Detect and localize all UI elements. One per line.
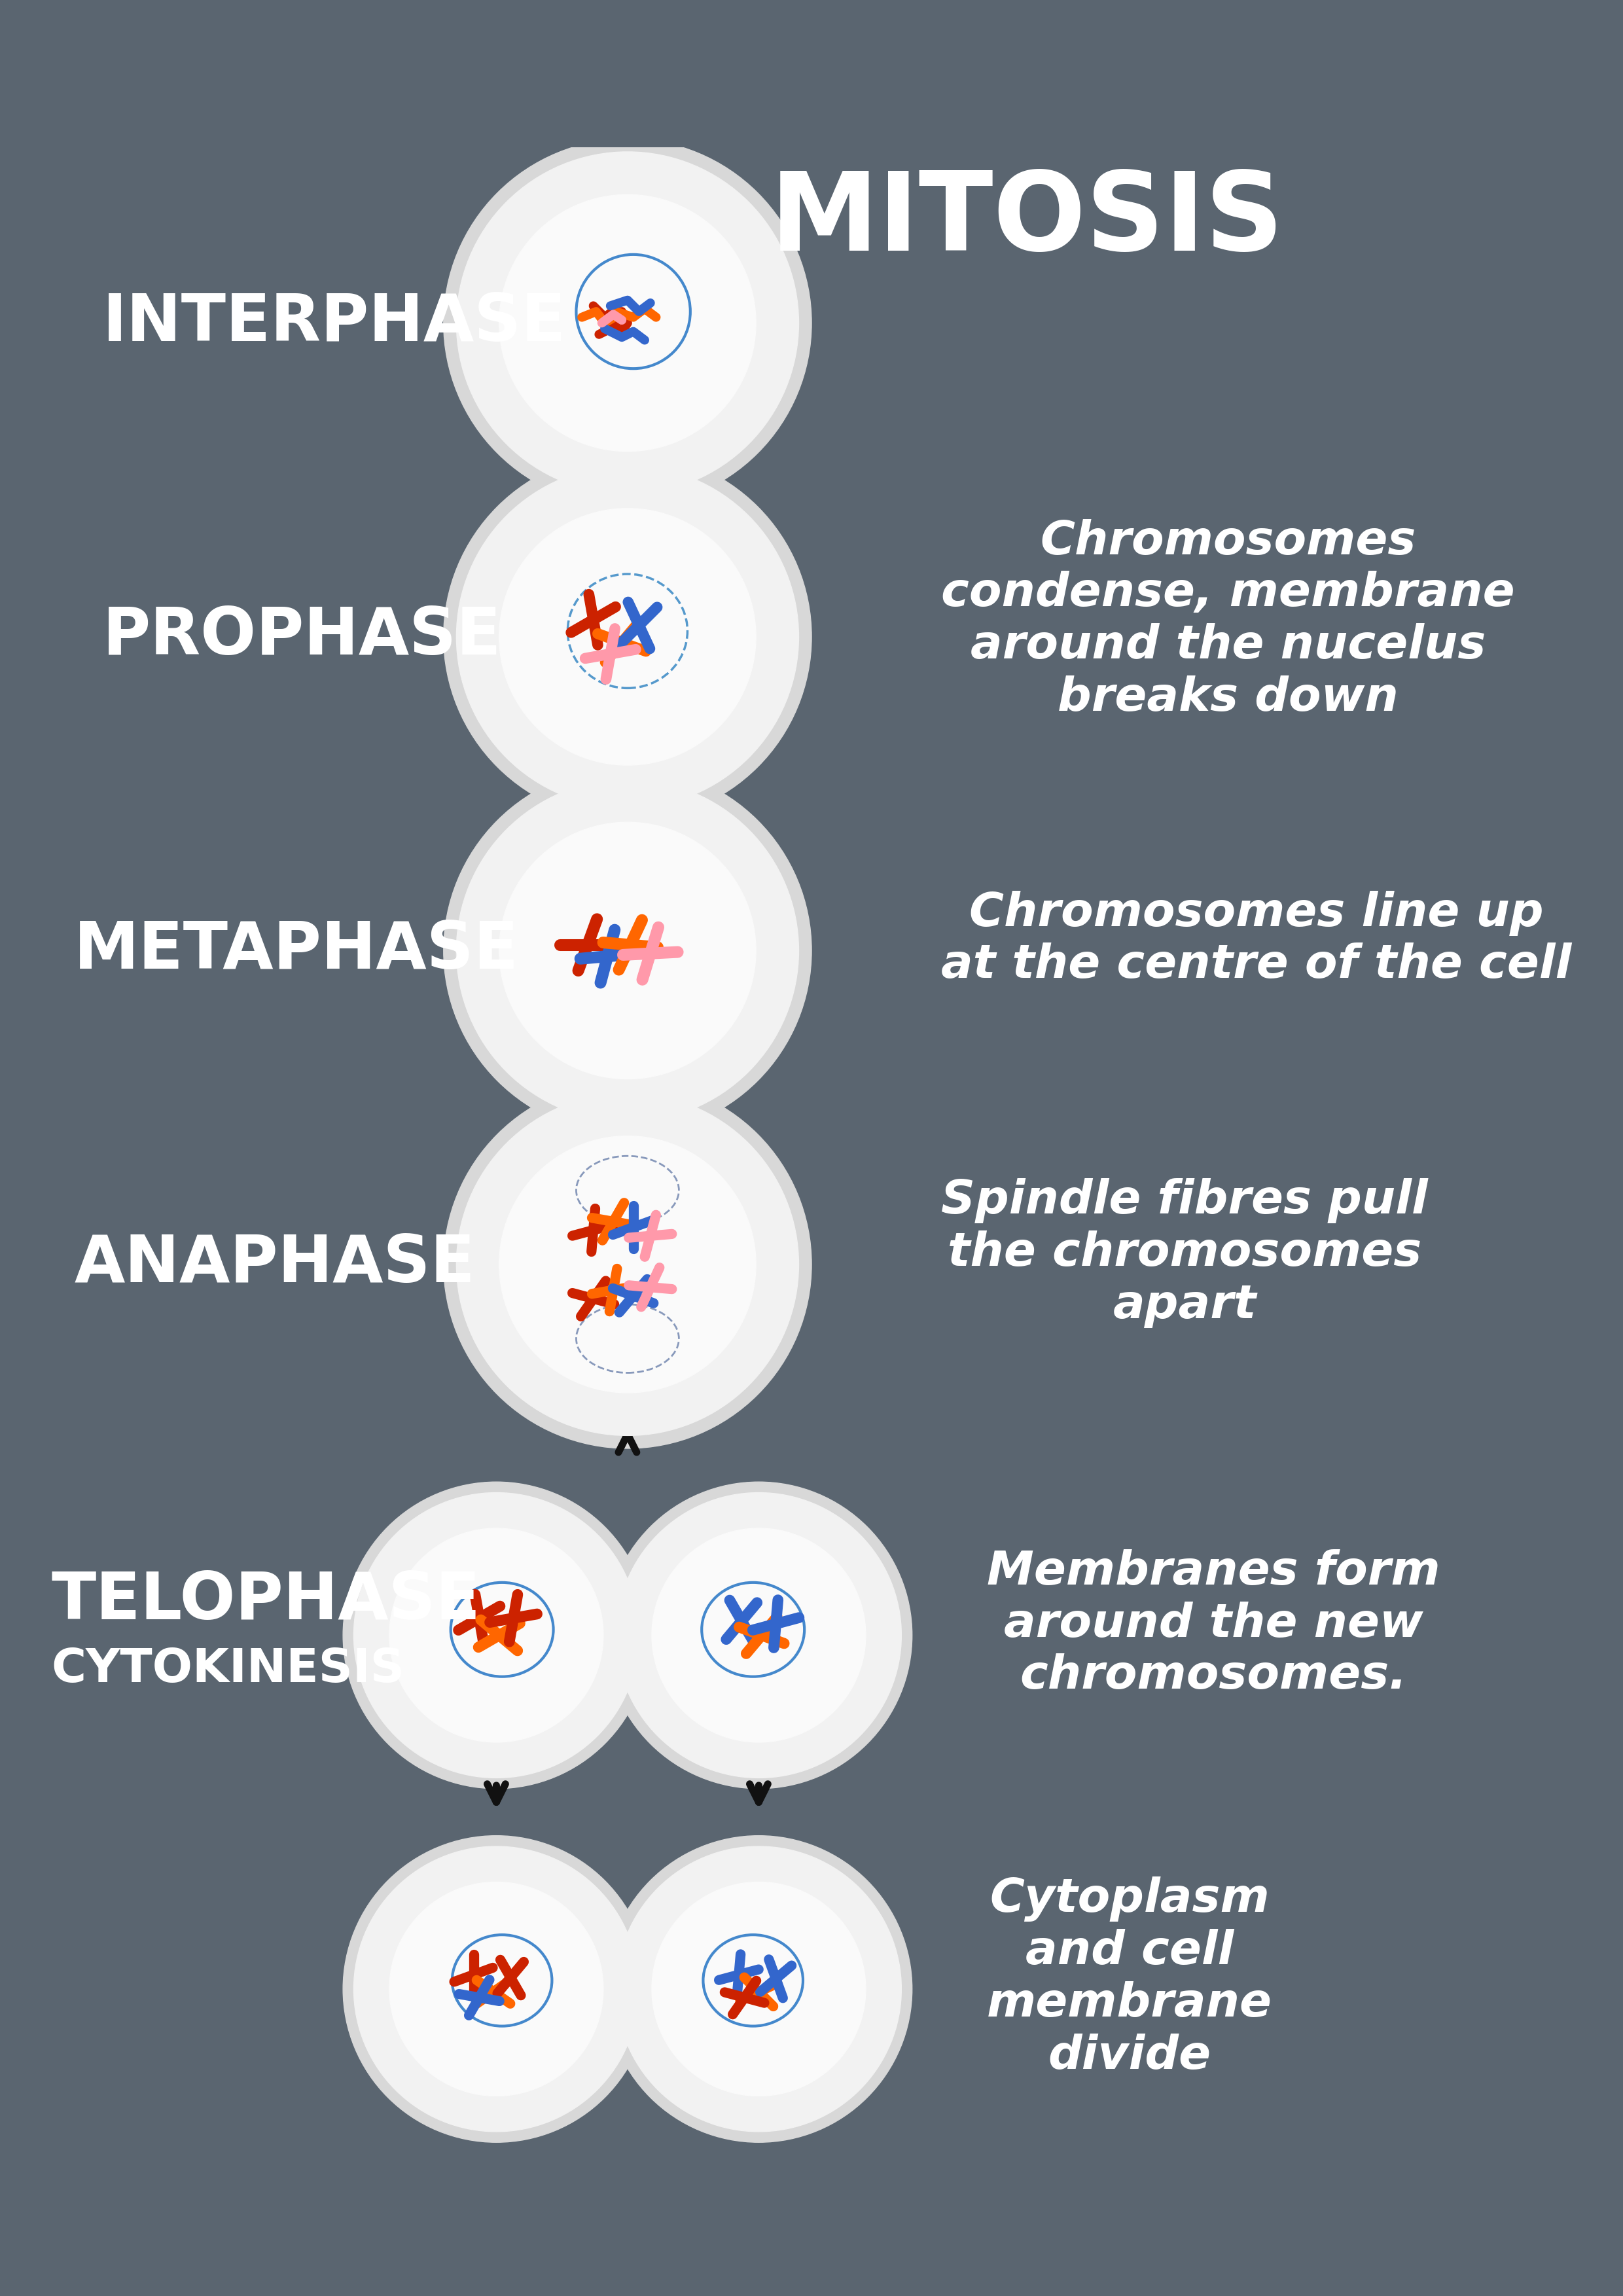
Ellipse shape bbox=[500, 507, 756, 765]
Text: METAPHASE: METAPHASE bbox=[75, 918, 519, 983]
Text: PROPHASE: PROPHASE bbox=[102, 606, 502, 668]
Ellipse shape bbox=[342, 1837, 649, 2142]
Text: CYTOKINESIS: CYTOKINESIS bbox=[52, 1646, 404, 1692]
Ellipse shape bbox=[456, 152, 799, 494]
Text: Cytoplasm
and cell
membrane
divide: Cytoplasm and cell membrane divide bbox=[987, 1876, 1272, 2078]
Text: Membranes form
around the new
chromosomes.: Membranes form around the new chromosome… bbox=[987, 1550, 1440, 1699]
Ellipse shape bbox=[456, 778, 799, 1123]
Ellipse shape bbox=[443, 140, 812, 507]
Ellipse shape bbox=[500, 822, 756, 1079]
Ellipse shape bbox=[456, 466, 799, 808]
Ellipse shape bbox=[617, 1846, 901, 2131]
Ellipse shape bbox=[652, 1883, 865, 2096]
Ellipse shape bbox=[390, 1883, 604, 2096]
Ellipse shape bbox=[443, 1081, 812, 1449]
Ellipse shape bbox=[354, 1846, 639, 2131]
Ellipse shape bbox=[605, 1481, 912, 1789]
Ellipse shape bbox=[500, 195, 756, 452]
Text: Chromosomes
condense, membrane
around the nucelus
breaks down: Chromosomes condense, membrane around th… bbox=[941, 519, 1514, 721]
Text: INTERPHASE: INTERPHASE bbox=[102, 292, 566, 354]
Ellipse shape bbox=[652, 1529, 865, 1743]
Text: ANAPHASE: ANAPHASE bbox=[75, 1233, 476, 1297]
Text: MITOSIS: MITOSIS bbox=[769, 168, 1284, 273]
Ellipse shape bbox=[390, 1529, 604, 1743]
Text: Spindle fibres pull
the chromosomes
apart: Spindle fibres pull the chromosomes apar… bbox=[941, 1178, 1428, 1327]
Ellipse shape bbox=[617, 1492, 901, 1777]
Ellipse shape bbox=[443, 452, 812, 820]
Ellipse shape bbox=[443, 767, 812, 1134]
Ellipse shape bbox=[500, 1137, 756, 1394]
Ellipse shape bbox=[605, 1837, 912, 2142]
Text: TELOPHASE: TELOPHASE bbox=[52, 1568, 480, 1632]
Ellipse shape bbox=[354, 1492, 639, 1777]
Text: Chromosomes line up
at the centre of the cell: Chromosomes line up at the centre of the… bbox=[941, 891, 1571, 987]
Ellipse shape bbox=[342, 1481, 649, 1789]
Ellipse shape bbox=[456, 1093, 799, 1435]
